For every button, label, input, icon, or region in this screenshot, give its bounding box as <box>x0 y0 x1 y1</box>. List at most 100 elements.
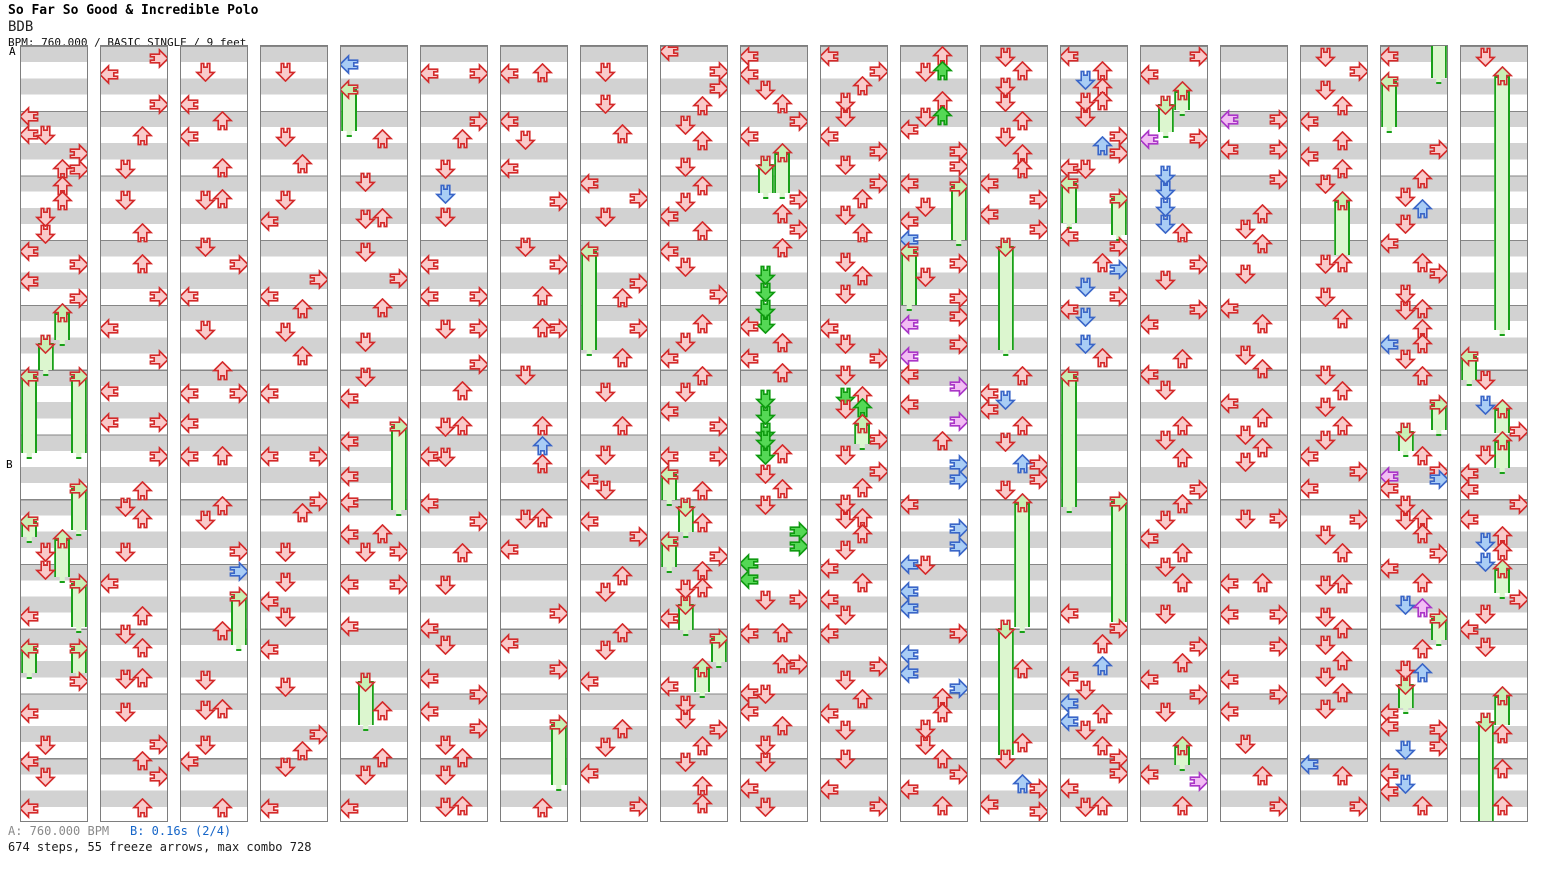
chart-column-15 <box>1140 45 1208 822</box>
note-arrow-up <box>1171 222 1193 244</box>
marker-a-label: A <box>9 45 16 58</box>
note-arrow-left <box>1141 63 1160 85</box>
note-arrow-up-freeze-head <box>51 302 73 324</box>
note-arrow-down <box>1075 276 1097 297</box>
note-arrow-right-freeze-head <box>68 365 87 387</box>
note-arrow-down <box>115 541 137 562</box>
note-arrow-up-freeze-head <box>1171 735 1193 757</box>
note-arrow-down <box>355 241 377 262</box>
note-arrow-up <box>291 153 313 175</box>
note-arrow-up <box>1331 415 1353 437</box>
note-arrow-up <box>931 90 953 112</box>
note-arrow-right <box>548 658 567 680</box>
note-arrow-down <box>115 701 137 722</box>
note-arrow-right <box>948 140 967 162</box>
note-arrow-up <box>851 477 873 499</box>
note-arrow-up <box>131 797 153 819</box>
note-arrow-right-freeze-head <box>1108 187 1127 209</box>
note-arrow-down-freeze-head <box>1395 421 1417 442</box>
note-arrow-left <box>1301 445 1320 467</box>
note-arrow-left <box>421 700 440 722</box>
note-arrow-up <box>1331 252 1353 274</box>
note-arrow-down <box>275 126 297 147</box>
note-arrow-down <box>355 541 377 562</box>
note-arrow-down <box>35 223 57 244</box>
note-arrow-right <box>68 287 87 309</box>
note-arrow-up-freeze-head <box>51 528 73 550</box>
note-arrow-left <box>661 445 680 467</box>
note-arrow-up <box>1011 732 1033 754</box>
note-arrow-left <box>821 125 840 147</box>
note-arrow-down <box>1395 509 1417 530</box>
note-arrow-down <box>595 61 617 82</box>
note-arrow-left <box>421 285 440 307</box>
note-arrow-left <box>421 445 440 467</box>
note-arrow-down <box>675 381 697 402</box>
note-arrow-left <box>1141 363 1160 385</box>
note-arrow-left <box>1061 46 1080 67</box>
note-arrow-left <box>1221 108 1240 130</box>
note-arrow-left-freeze-head <box>901 240 920 262</box>
note-arrow-down <box>435 574 457 595</box>
note-arrow-right <box>1268 108 1287 130</box>
note-arrow-up <box>851 688 873 710</box>
note-arrow-right-freeze-head <box>228 585 247 607</box>
note-arrow-down <box>195 319 217 340</box>
note-arrow-down <box>435 796 457 817</box>
note-arrow-down <box>675 156 697 177</box>
note-arrow-up <box>531 317 553 339</box>
song-title: So Far So Good & Incredible Polo <box>8 3 259 18</box>
note-arrow-right <box>1428 542 1447 564</box>
note-arrow-left <box>101 63 120 85</box>
note-arrow-left <box>21 797 40 819</box>
note-arrow-up <box>771 237 793 259</box>
note-arrow-up <box>611 415 633 437</box>
note-arrow-left <box>581 468 600 490</box>
note-arrow-down <box>115 668 137 689</box>
note-arrow-down <box>1475 46 1497 67</box>
note-arrow-right <box>948 375 967 397</box>
note-arrow-right-freeze-head <box>1428 393 1447 415</box>
note-arrow-right <box>548 317 567 339</box>
chart-column-8 <box>580 45 648 822</box>
chart-column-13 <box>980 45 1048 822</box>
note-arrow-right <box>868 460 887 482</box>
note-arrow-down <box>35 734 57 755</box>
note-arrow-up <box>211 110 233 132</box>
note-arrow-left <box>901 778 920 800</box>
note-arrow-left <box>901 393 920 415</box>
chart-column-10 <box>740 45 808 822</box>
note-arrow-left <box>261 382 280 404</box>
chart-column-1 <box>20 45 88 822</box>
note-arrow-right <box>148 411 167 433</box>
note-arrow-down <box>835 748 857 769</box>
note-arrow-left <box>1301 477 1320 499</box>
note-arrow-right <box>1188 478 1207 500</box>
note-arrow-up <box>611 718 633 740</box>
note-arrow-left <box>261 638 280 660</box>
note-arrow-left-freeze-head <box>21 637 40 659</box>
note-arrow-up <box>1331 130 1353 152</box>
note-arrow-down <box>195 189 217 210</box>
note-arrow-left <box>21 605 40 627</box>
note-arrow-up <box>851 188 873 210</box>
note-arrow-right <box>628 317 647 339</box>
note-arrow-up <box>531 453 553 475</box>
note-arrow-up <box>1331 573 1353 595</box>
note-arrow-down <box>355 331 377 352</box>
note-arrow-up <box>1171 348 1193 370</box>
note-arrow-left <box>1061 710 1080 732</box>
note-arrow-up <box>1411 198 1433 220</box>
note-arrow-right <box>948 252 967 274</box>
note-arrow-up <box>531 797 553 819</box>
note-arrow-right <box>1348 60 1367 82</box>
note-arrow-right <box>548 253 567 275</box>
note-arrow-right <box>788 218 807 240</box>
note-arrow-left <box>21 123 40 145</box>
note-arrow-down <box>275 606 297 627</box>
note-arrow-up <box>1171 415 1193 437</box>
note-arrow-down <box>835 364 857 385</box>
note-arrow-right <box>1428 468 1447 490</box>
note-arrow-up <box>131 667 153 689</box>
note-arrow-right <box>1428 138 1447 160</box>
